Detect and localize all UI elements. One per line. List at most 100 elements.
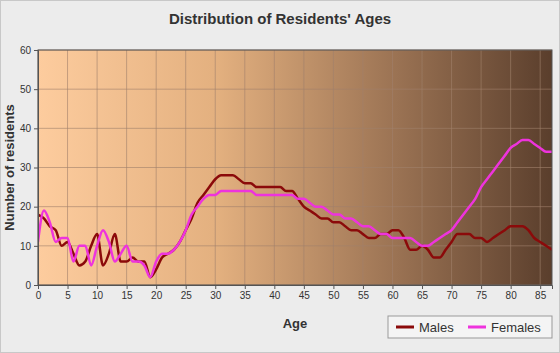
tick: 45 xyxy=(299,285,311,301)
tick: 40 xyxy=(269,285,281,301)
grid-line xyxy=(422,50,423,285)
grid-line xyxy=(38,128,552,129)
tick-mark xyxy=(274,285,275,289)
grid-line xyxy=(540,50,541,285)
tick-label: 25 xyxy=(181,290,193,301)
tick-mark xyxy=(511,285,512,289)
tick: 5 xyxy=(65,285,71,301)
tick: 50 xyxy=(328,285,340,301)
grid-line xyxy=(126,50,127,285)
tick: 15 xyxy=(122,285,134,301)
tick-mark xyxy=(422,285,423,289)
grid-line xyxy=(185,50,186,285)
plot: 0 5 10 15 20 25 30 35 40 45 50 55 60 65 70 75 80 85 0 10 20 3… xyxy=(20,45,553,301)
grid-line xyxy=(333,50,334,285)
tick-label: 70 xyxy=(447,290,459,301)
tick: 0 xyxy=(25,280,38,291)
tick-mark xyxy=(34,207,38,208)
tick: 60 xyxy=(20,45,38,56)
tick-label: 45 xyxy=(299,290,311,301)
tick-label: 60 xyxy=(20,45,32,56)
title: Distribution of Residents' Ages xyxy=(169,10,391,27)
tick-label: 15 xyxy=(122,290,134,301)
tick-label: 10 xyxy=(20,241,32,252)
tick: 10 xyxy=(20,241,38,252)
tick-mark xyxy=(392,285,393,289)
tick-mark xyxy=(156,285,157,289)
tick-mark xyxy=(34,285,38,286)
tick: 30 xyxy=(210,285,222,301)
grid-line xyxy=(244,50,245,285)
tick-label: 75 xyxy=(476,290,488,301)
tick-mark xyxy=(97,285,98,289)
grid-line xyxy=(451,50,452,285)
tick-mark xyxy=(34,246,38,247)
tick-mark xyxy=(186,285,187,289)
legend-swatch xyxy=(468,326,486,329)
grid-line xyxy=(38,89,552,90)
grid-line xyxy=(215,50,216,285)
tick-mark xyxy=(34,128,38,129)
tick-mark xyxy=(452,285,453,289)
tick: 10 xyxy=(92,285,104,301)
tick: 20 xyxy=(151,285,163,301)
plot-area xyxy=(38,50,552,285)
grid-line xyxy=(274,50,275,285)
tick: 30 xyxy=(20,162,38,173)
tick: 75 xyxy=(476,285,488,301)
lines xyxy=(38,140,552,277)
tick-label: 30 xyxy=(20,162,32,173)
tick-label: 35 xyxy=(240,290,252,301)
chart: 0 5 10 15 20 25 30 35 40 45 50 55 60 65 70 75 80 85 0 10 20 3… xyxy=(0,0,560,353)
tick: 0 xyxy=(36,285,42,301)
legend: MalesFemales xyxy=(388,316,552,338)
y-axis: 0 10 20 30 40 50 60 xyxy=(20,45,39,291)
tick: 65 xyxy=(417,285,429,301)
legend-swatch xyxy=(396,326,414,329)
tick-label: 50 xyxy=(20,84,32,95)
tick-mark xyxy=(540,285,541,289)
background xyxy=(1,1,560,353)
tick-label: 40 xyxy=(20,123,32,134)
grid-line xyxy=(392,50,393,285)
tick-label: 0 xyxy=(36,290,42,301)
tick-label: 80 xyxy=(506,290,518,301)
tick-mark xyxy=(481,285,482,289)
axis-line xyxy=(39,286,553,290)
grid-line xyxy=(156,50,157,285)
tick-label: 55 xyxy=(358,290,370,301)
plot-frame xyxy=(38,50,552,285)
tick-label: 40 xyxy=(269,290,281,301)
tick-label: 20 xyxy=(151,290,163,301)
grid-line xyxy=(481,50,482,285)
tick-label: 85 xyxy=(535,290,547,301)
tick-mark xyxy=(34,50,38,51)
tick-label: 30 xyxy=(210,290,222,301)
tick-label: 50 xyxy=(328,290,340,301)
tick: 50 xyxy=(20,84,38,95)
grid-line xyxy=(303,50,304,285)
tick: 70 xyxy=(447,285,459,301)
series-line xyxy=(38,140,552,277)
tick-mark xyxy=(304,285,305,289)
tick-mark xyxy=(215,285,216,289)
tick-mark xyxy=(333,285,334,289)
tick-mark xyxy=(127,285,128,289)
x-axis-title: Age xyxy=(283,316,308,331)
tick-mark xyxy=(68,285,69,289)
grid-line xyxy=(510,50,511,285)
tick: 25 xyxy=(181,285,193,301)
tick: 80 xyxy=(506,285,518,301)
tick: 40 xyxy=(20,123,38,134)
x-axis: 0 5 10 15 20 25 30 35 40 45 50 55 60 65 70 75 80 85 xyxy=(36,285,553,301)
grid-line xyxy=(38,245,552,246)
tick-label: 65 xyxy=(417,290,429,301)
grid-line xyxy=(67,50,68,285)
tick-label: 60 xyxy=(387,290,399,301)
tick: 55 xyxy=(358,285,370,301)
tick: 20 xyxy=(20,201,38,212)
legend-label: Females xyxy=(491,320,541,335)
tick-mark xyxy=(363,285,364,289)
tick-mark xyxy=(34,168,38,169)
legend-box xyxy=(388,316,552,338)
